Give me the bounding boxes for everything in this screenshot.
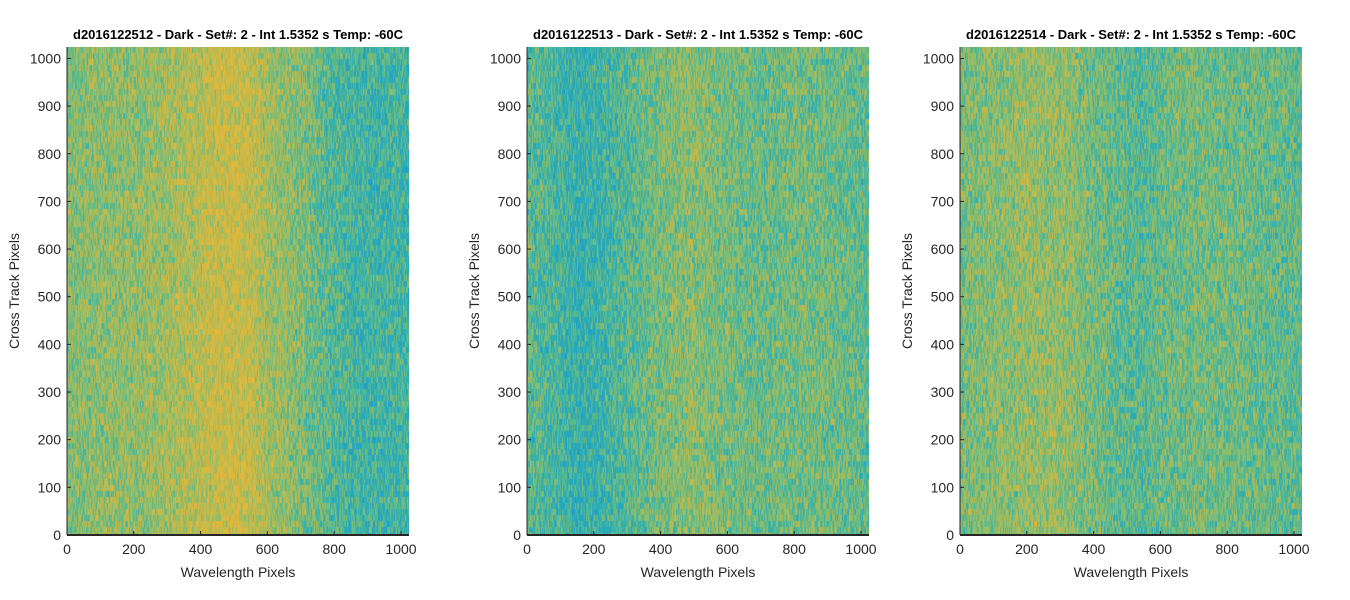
y-tick-label: 800 (498, 146, 522, 162)
y-tick-label: 200 (498, 432, 522, 448)
y-axis-label: Cross Track Pixels (466, 233, 482, 349)
x-axis-label: Wavelength Pixels (1074, 564, 1189, 580)
x-tick-label: 200 (1015, 541, 1039, 557)
y-tick-label: 1000 (490, 50, 521, 66)
subplot-2: 0 200 400 600 800 1000 0 100 200 300 400 500 600 700 8… (466, 27, 877, 580)
y-tick-label: 800 (931, 146, 955, 162)
y-tick-label: 900 (931, 98, 955, 114)
x-tick-label: 800 (323, 541, 347, 557)
y-tick-label: 800 (38, 146, 62, 162)
y-tick-label: 600 (931, 241, 955, 257)
x-tick-label: 1000 (1278, 541, 1309, 557)
x-tick-label: 400 (649, 541, 673, 557)
x-tick-label: 600 (716, 541, 740, 557)
y-tick-label: 300 (931, 384, 955, 400)
x-tick-label: 0 (956, 541, 964, 557)
x-tick-label: 800 (783, 541, 807, 557)
chart-title: d2016122513 - Dark - Set#: 2 - Int 1.535… (533, 27, 864, 42)
y-tick-label: 100 (38, 479, 62, 495)
y-tick-label: 1000 (923, 50, 954, 66)
y-tick-label: 700 (931, 193, 955, 209)
heatmap-image (527, 47, 869, 535)
subplot-3: 0 200 400 600 800 1000 0 100 200 300 400 500 600 700 8… (899, 27, 1310, 580)
x-tick-label: 200 (122, 541, 146, 557)
x-tick-label: 1000 (385, 541, 416, 557)
y-tick-label: 0 (513, 527, 521, 543)
y-tick-label: 900 (498, 98, 522, 114)
y-tick-label: 100 (498, 479, 522, 495)
heatmap-image (67, 47, 409, 535)
x-axis-label: Wavelength Pixels (641, 564, 756, 580)
y-axis-label: Cross Track Pixels (6, 233, 22, 349)
y-tick-label: 500 (38, 289, 62, 305)
x-tick-label: 200 (582, 541, 606, 557)
y-tick-label: 400 (38, 336, 62, 352)
y-tick-label: 1000 (30, 50, 61, 66)
x-tick-label: 0 (523, 541, 531, 557)
y-tick-label: 700 (38, 193, 62, 209)
heatmap-image (960, 47, 1302, 535)
x-tick-label: 600 (1149, 541, 1173, 557)
subplot-1: 0 200 400 600 800 1000 0 100 200 300 400 500 600 700 8… (6, 27, 417, 580)
chart-title: d2016122512 - Dark - Set#: 2 - Int 1.535… (73, 27, 404, 42)
x-tick-label: 800 (1216, 541, 1240, 557)
y-tick-label: 400 (498, 336, 522, 352)
y-tick-label: 300 (498, 384, 522, 400)
x-tick-label: 400 (189, 541, 213, 557)
y-tick-label: 500 (931, 289, 955, 305)
y-tick-label: 400 (931, 336, 955, 352)
y-tick-label: 200 (38, 432, 62, 448)
y-tick-label: 700 (498, 193, 522, 209)
y-tick-label: 300 (38, 384, 62, 400)
y-tick-label: 100 (931, 479, 955, 495)
x-tick-label: 600 (256, 541, 280, 557)
y-tick-label: 500 (498, 289, 522, 305)
x-tick-label: 0 (63, 541, 71, 557)
x-tick-label: 1000 (845, 541, 876, 557)
x-tick-label: 400 (1082, 541, 1106, 557)
chart-title: d2016122514 - Dark - Set#: 2 - Int 1.535… (966, 27, 1297, 42)
x-axis-label: Wavelength Pixels (181, 564, 296, 580)
y-tick-label: 0 (946, 527, 954, 543)
y-tick-label: 600 (38, 241, 62, 257)
y-tick-label: 900 (38, 98, 62, 114)
y-tick-label: 200 (931, 432, 955, 448)
y-tick-label: 600 (498, 241, 522, 257)
y-axis-label: Cross Track Pixels (899, 233, 915, 349)
y-tick-label: 0 (53, 527, 61, 543)
